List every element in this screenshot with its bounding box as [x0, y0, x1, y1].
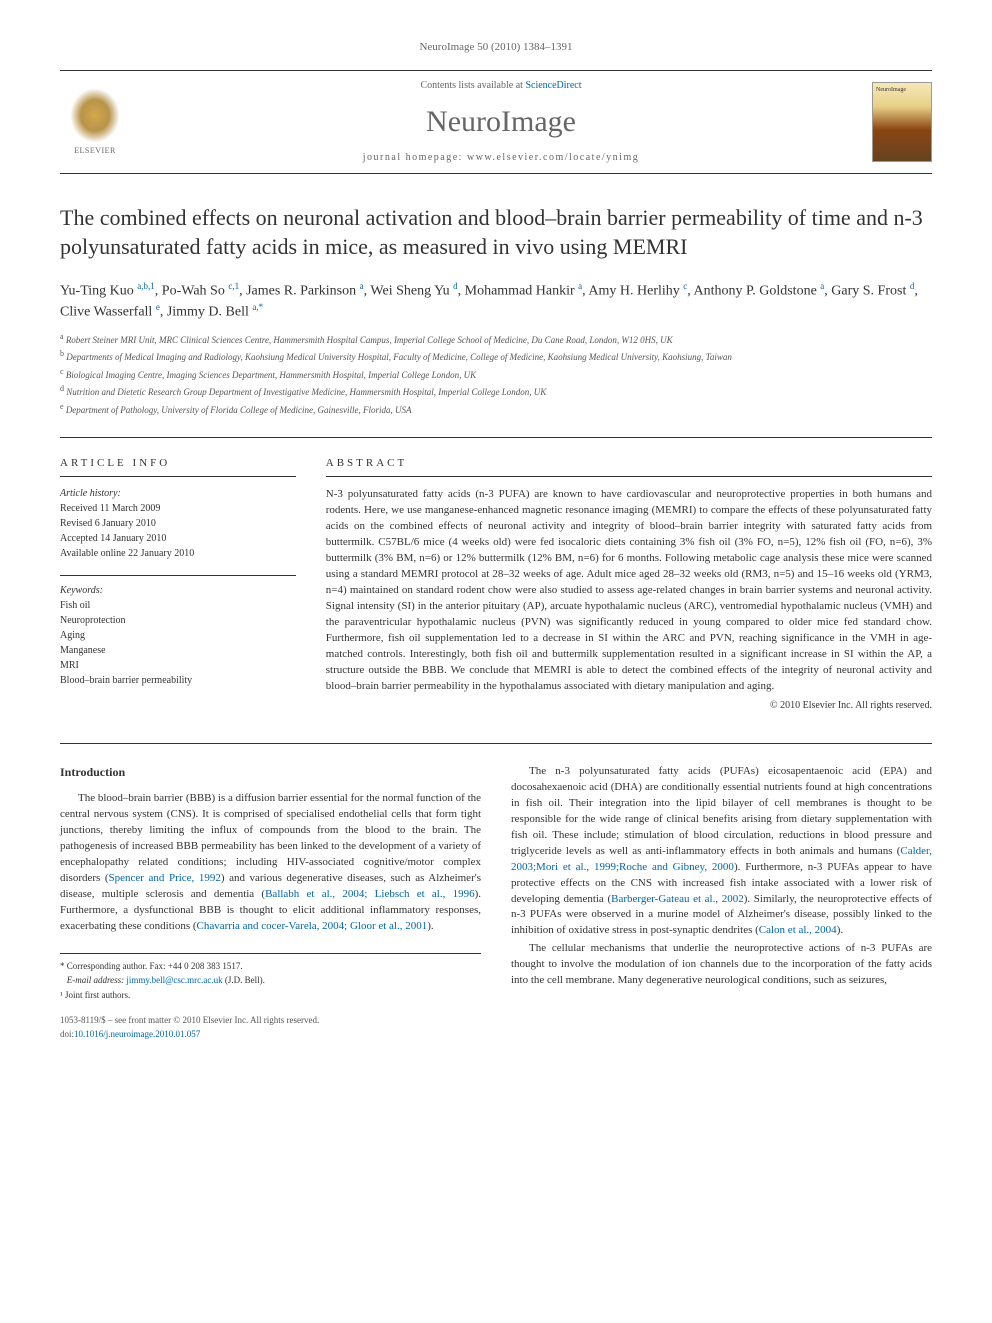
keyword-line: MRI [60, 659, 296, 673]
intro-p2-text-a: The n-3 polyunsaturated fatty acids (PUF… [511, 765, 932, 857]
keywords-block: Keywords: Fish oilNeuroprotectionAgingMa… [60, 575, 296, 688]
keywords-label: Keywords: [60, 584, 296, 598]
affiliation-line: d Nutrition and Dietetic Research Group … [60, 383, 932, 400]
email-suffix: (J.D. Bell). [223, 975, 265, 985]
abstract-copyright: © 2010 Elsevier Inc. All rights reserved… [326, 699, 932, 714]
journal-reference: NeuroImage 50 (2010) 1384–1391 [60, 40, 932, 55]
abstract-panel: ABSTRACT N-3 polyunsaturated fatty acids… [326, 456, 932, 713]
email-line: E-mail address: jimmy.bell@csc.mrc.ac.uk… [60, 974, 481, 988]
doi-prefix: doi: [60, 1029, 74, 1039]
body-columns: Introduction The blood–brain barrier (BB… [60, 743, 932, 1041]
article-info-heading: ARTICLE INFO [60, 456, 296, 476]
affiliation-line: e Department of Pathology, University of… [60, 401, 932, 418]
introduction-heading: Introduction [60, 764, 481, 781]
journal-header-box: ELSEVIER Contents lists available at Sci… [60, 70, 932, 174]
sciencedirect-line: Contents lists available at ScienceDirec… [130, 79, 872, 93]
elsevier-tree-icon [70, 88, 120, 143]
body-column-right: The n-3 polyunsaturated fatty acids (PUF… [511, 764, 932, 1041]
footnotes: * Corresponding author. Fax: +44 0 208 3… [60, 953, 481, 1003]
keyword-line: Aging [60, 629, 296, 643]
citation-barberger-gateau-2002[interactable]: Barberger-Gateau et al., 2002 [611, 893, 744, 905]
citation-calon-2004[interactable]: Calon et al., 2004 [759, 924, 837, 936]
article-title: The combined effects on neuronal activat… [60, 204, 932, 261]
body-column-left: Introduction The blood–brain barrier (BB… [60, 764, 481, 1041]
keyword-line: Fish oil [60, 599, 296, 613]
elsevier-label: ELSEVIER [74, 145, 116, 156]
citation-ballabh-liebsch[interactable]: Ballabh et al., 2004; Liebsch et al., 19… [265, 888, 474, 900]
history-label: Article history: [60, 487, 296, 501]
sciencedirect-prefix: Contents lists available at [420, 80, 525, 91]
corresponding-email-link[interactable]: jimmy.bell@csc.mrc.ac.uk [126, 975, 222, 985]
authors-list: Yu-Ting Kuo a,b,1, Po-Wah So c,1, James … [60, 280, 932, 323]
journal-cover-thumbnail [872, 82, 932, 162]
header-center: Contents lists available at ScienceDirec… [130, 79, 872, 165]
intro-paragraph-3: The cellular mechanisms that underlie th… [511, 941, 932, 989]
doi-link[interactable]: 10.1016/j.neuroimage.2010.01.057 [74, 1029, 200, 1039]
homepage-url: www.elsevier.com/locate/ynimg [467, 152, 639, 163]
article-history: Article history: Received 11 March 2009R… [60, 487, 296, 561]
affiliation-line: c Biological Imaging Centre, Imaging Sci… [60, 366, 932, 383]
affiliations: a Robert Steiner MRI Unit, MRC Clinical … [60, 331, 932, 418]
history-line: Accepted 14 January 2010 [60, 532, 296, 546]
email-label: E-mail address: [67, 975, 127, 985]
keyword-line: Manganese [60, 644, 296, 658]
footer-issn-doi: 1053-8119/$ – see front matter © 2010 El… [60, 1014, 481, 1041]
intro-p1-text-d: ). [427, 920, 433, 932]
abstract-heading: ABSTRACT [326, 456, 932, 477]
abstract-text: N-3 polyunsaturated fatty acids (n-3 PUF… [326, 487, 932, 694]
homepage-prefix: journal homepage: [363, 152, 467, 163]
affiliation-line: b Departments of Medical Imaging and Rad… [60, 348, 932, 365]
journal-homepage: journal homepage: www.elsevier.com/locat… [130, 151, 872, 165]
article-info-panel: ARTICLE INFO Article history: Received 1… [60, 456, 296, 713]
keyword-line: Blood–brain barrier permeability [60, 674, 296, 688]
corresponding-author-note: * Corresponding author. Fax: +44 0 208 3… [60, 960, 481, 974]
intro-paragraph-2: The n-3 polyunsaturated fatty acids (PUF… [511, 764, 932, 939]
intro-p1-text-a: The blood–brain barrier (BBB) is a diffu… [60, 792, 481, 884]
intro-paragraph-1: The blood–brain barrier (BBB) is a diffu… [60, 791, 481, 934]
doi-line: doi:10.1016/j.neuroimage.2010.01.057 [60, 1028, 481, 1042]
keyword-line: Neuroprotection [60, 614, 296, 628]
history-line: Revised 6 January 2010 [60, 517, 296, 531]
history-line: Received 11 March 2009 [60, 502, 296, 516]
journal-name: NeuroImage [130, 101, 872, 143]
intro-p2-text-d: ). [837, 924, 843, 936]
citation-spencer-price-1992[interactable]: Spencer and Price, 1992 [109, 872, 221, 884]
citation-chavarria-gloor[interactable]: Chavarria and cocer-Varela, 2004; Gloor … [197, 920, 428, 932]
elsevier-logo: ELSEVIER [60, 82, 130, 162]
affiliation-line: a Robert Steiner MRI Unit, MRC Clinical … [60, 331, 932, 348]
info-abstract-row: ARTICLE INFO Article history: Received 1… [60, 437, 932, 713]
sciencedirect-link[interactable]: ScienceDirect [525, 80, 581, 91]
issn-line: 1053-8119/$ – see front matter © 2010 El… [60, 1014, 481, 1028]
joint-authors-note: ¹ Joint first authors. [60, 989, 481, 1003]
history-line: Available online 22 January 2010 [60, 547, 296, 561]
